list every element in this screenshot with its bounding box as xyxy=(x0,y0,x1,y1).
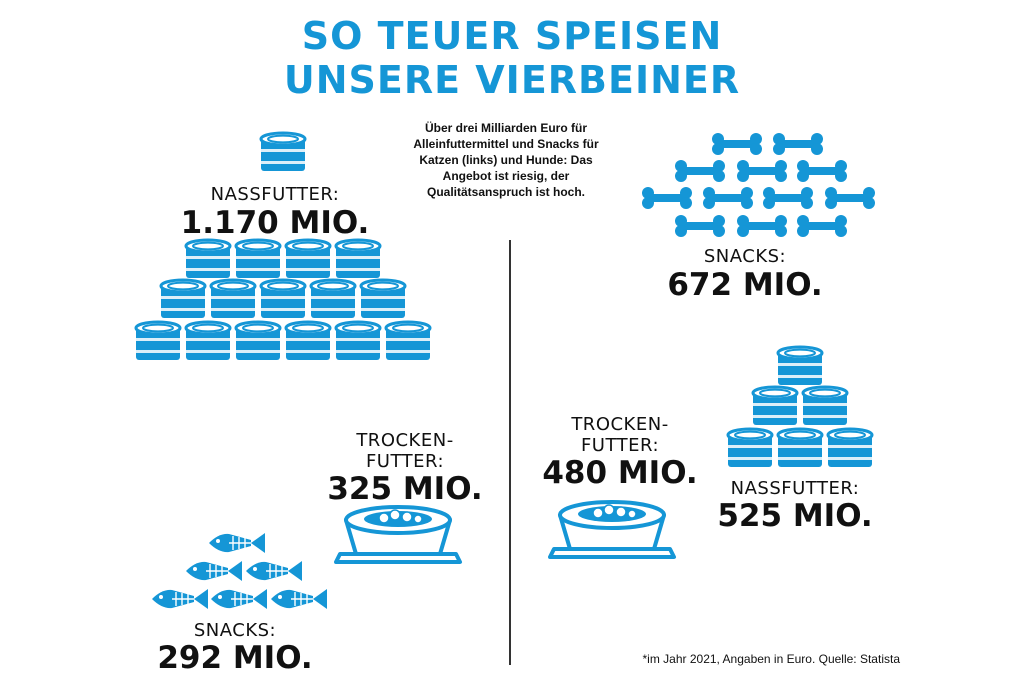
dog-snacks-label: SNACKS: xyxy=(703,246,787,267)
dog-trockenfutter-label-1: TROCKEN- xyxy=(571,414,669,435)
dog-nassfutter-value: 525 MIO. xyxy=(717,498,873,534)
dog-nassfutter-can-pyramid-icon xyxy=(726,345,874,469)
cat-nassfutter-top-can-icon xyxy=(259,131,307,173)
cat-trockenfutter-label-1: TROCKEN- xyxy=(356,430,454,451)
dog-snacks-value: 672 MIO. xyxy=(667,267,823,303)
dog-trockenfutter-value: 480 MIO. xyxy=(542,455,698,491)
dog-trockenfutter-label-2: FUTTER: xyxy=(580,435,660,456)
page-title: SO TEUER SPEISEN UNSERE VIERBEINER xyxy=(0,14,1024,102)
footnote: *im Jahr 2021, Angaben in Euro. Quelle: … xyxy=(642,652,901,666)
cat-nassfutter-label: NASSFUTTER: xyxy=(210,184,340,205)
cat-trockenfutter-bowl-icon xyxy=(334,505,462,564)
cat-nassfutter-can-pyramid-icon xyxy=(134,238,432,362)
cat-nassfutter-value: 1.170 MIO. xyxy=(180,205,370,241)
title-line-2: UNSERE VIERBEINER xyxy=(283,58,741,102)
title-line-1: SO TEUER SPEISEN xyxy=(301,14,723,58)
cat-snacks-label: SNACKS: xyxy=(193,620,277,641)
column-divider xyxy=(509,240,511,665)
cat-trockenfutter-value: 325 MIO. xyxy=(327,471,483,507)
dog-nassfutter-label: NASSFUTTER: xyxy=(730,478,860,499)
cat-snacks-value: 292 MIO. xyxy=(157,640,313,676)
cat-trockenfutter-label-2: FUTTER: xyxy=(365,451,445,472)
dog-trockenfutter-bowl-icon xyxy=(548,500,676,559)
intro-text: Über drei Milliarden Euro für Alleinfutt… xyxy=(413,121,599,199)
dog-snacks-bones-icon xyxy=(642,133,875,237)
cat-snacks-fish-icon xyxy=(151,532,328,610)
